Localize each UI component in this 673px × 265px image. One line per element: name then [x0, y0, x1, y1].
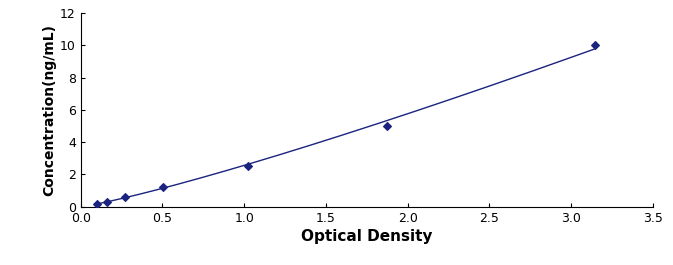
- X-axis label: Optical Density: Optical Density: [301, 229, 433, 244]
- Y-axis label: Concentration(ng/mL): Concentration(ng/mL): [42, 24, 56, 196]
